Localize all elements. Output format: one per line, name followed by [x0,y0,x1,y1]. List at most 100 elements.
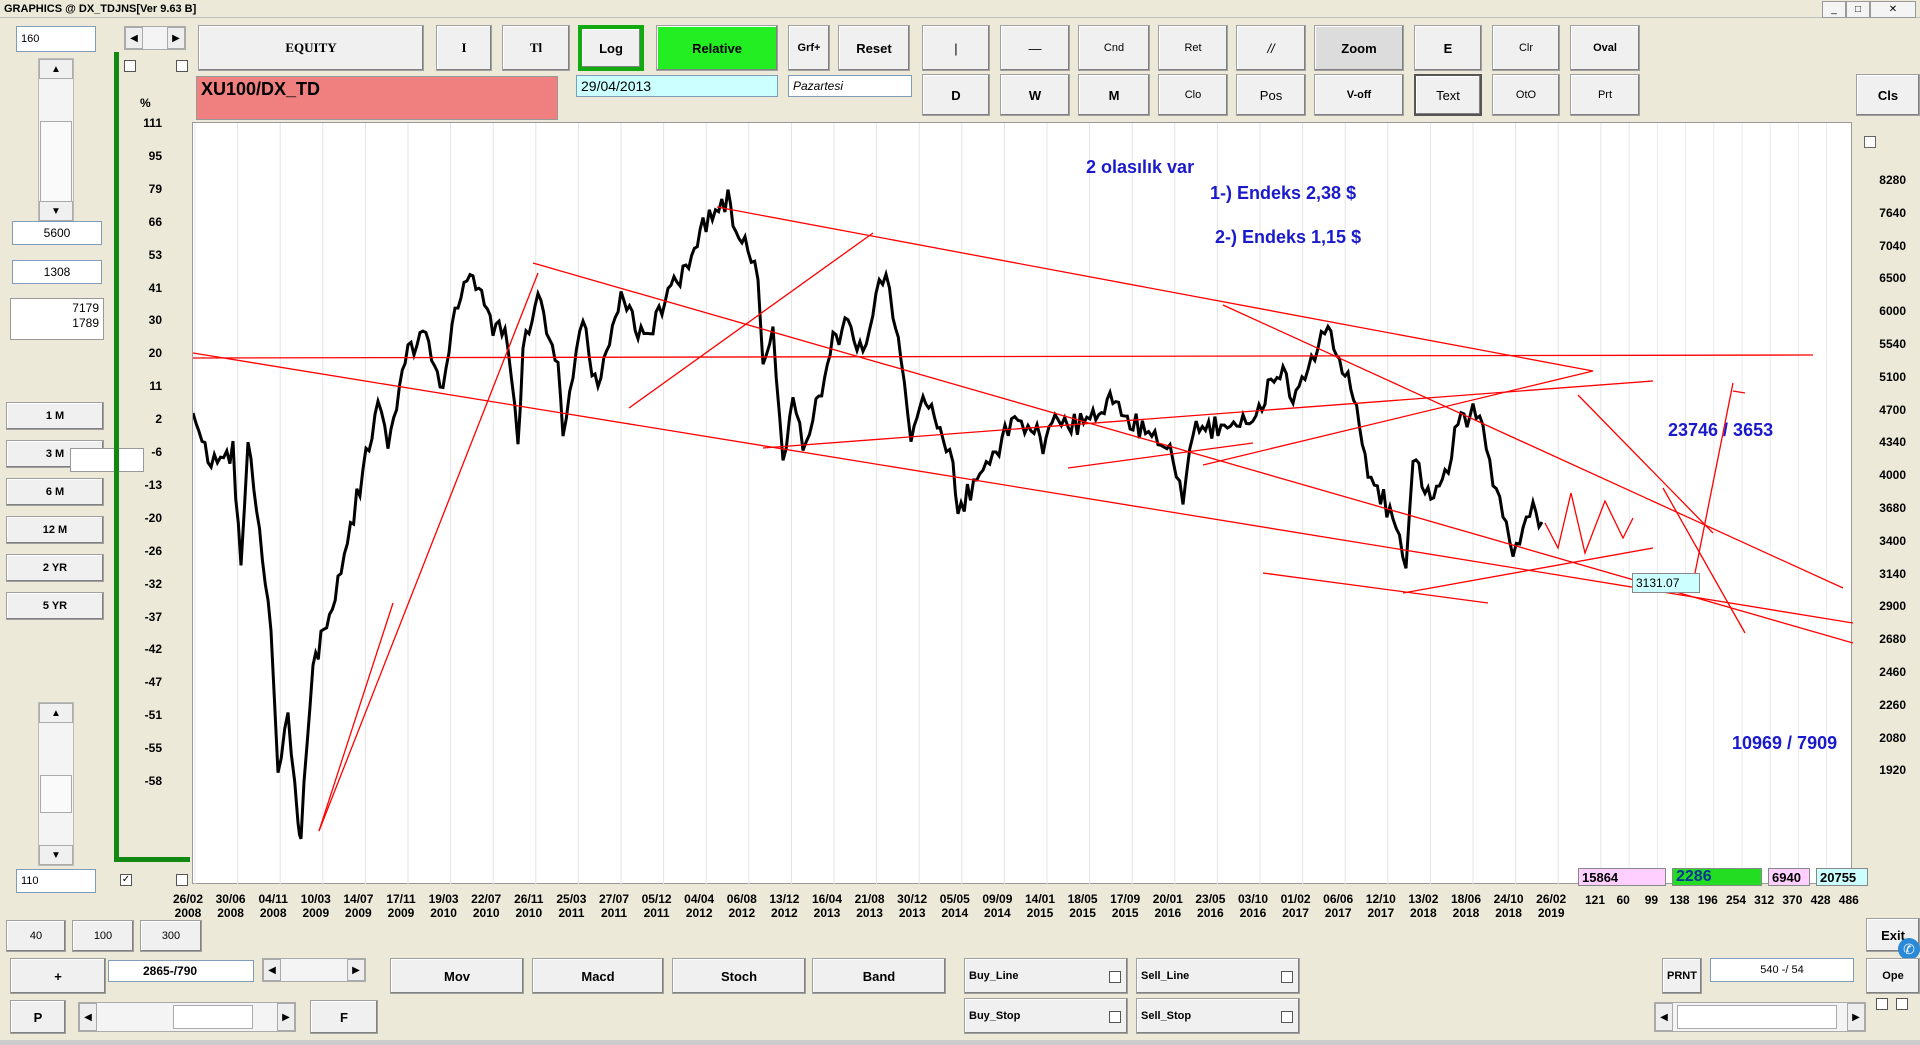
text-button[interactable]: Text [1414,74,1482,116]
reset-button[interactable]: Reset [838,25,910,71]
prnt-button[interactable]: PRNT [1662,958,1702,994]
chart-corner-checkbox[interactable] [1864,136,1876,148]
band-button[interactable]: Band [812,958,946,994]
right-horizontal-scrollbar[interactable]: ◀ ▶ [1654,1002,1866,1032]
scroll-down-icon[interactable]: ▼ [39,845,73,865]
trend-line[interactable] [1692,382,1734,584]
buy-stop-checkbox[interactable] [1109,1011,1121,1023]
parallel-line-button[interactable]: // [1236,25,1306,71]
macd-button[interactable]: Macd [532,958,664,994]
trend-line[interactable] [716,206,1594,372]
sell-line-button[interactable]: Sell_Line [1136,958,1300,994]
top-small-scrollbar[interactable]: ◀ ▶ [124,26,186,50]
clo-button[interactable]: Clo [1158,74,1228,116]
trend-line[interactable] [1577,394,1714,534]
sell-stop-checkbox[interactable] [1281,1011,1293,1023]
date-field[interactable]: 29/04/2013 [576,75,778,97]
weekly-button[interactable]: W [1000,74,1070,116]
trend-line[interactable] [1732,390,1746,394]
scroll-down-icon[interactable]: ▼ [39,201,73,221]
trend-line[interactable] [1402,547,1654,594]
scroll-left-icon[interactable]: ◀ [125,27,143,49]
trend-line[interactable] [318,272,539,832]
v-off-button[interactable]: V-off [1314,74,1404,116]
ope-button[interactable]: Ope [1866,958,1920,994]
scroll-up-icon[interactable]: ▲ [39,59,73,79]
e-button[interactable]: E [1414,25,1482,71]
maximize-button[interactable]: □ [1846,1,1870,18]
relative-button[interactable]: Relative [656,25,778,71]
trend-line[interactable] [1662,487,1746,634]
cnd-button[interactable]: Cnd [1078,25,1150,71]
buy-line-button[interactable]: Buy_Line [964,958,1128,994]
checkbox-bottom-left[interactable]: ✓ [120,874,132,886]
prt-button[interactable]: Prt [1570,74,1640,116]
trend-line[interactable] [1222,304,1844,589]
mov-button[interactable]: Mov [390,958,524,994]
scroll-right-icon[interactable]: ▶ [347,959,365,981]
zoom-100-button[interactable]: 100 [72,920,134,952]
scroll-thumb[interactable] [40,775,72,813]
period-2yr-button[interactable]: 2 YR [6,554,104,582]
scroll-right-icon[interactable]: ▶ [277,1003,295,1031]
trend-line[interactable] [1067,442,1254,469]
plus-button[interactable]: + [10,958,106,994]
accessibility-icon[interactable]: ✆ [1898,938,1920,960]
zoom-button[interactable]: Zoom [1314,25,1404,71]
left-horizontal-scrollbar[interactable]: ◀ ▶ [78,1002,296,1032]
period-1m-button[interactable]: 1 M [6,402,104,430]
scroll-thumb[interactable] [40,121,72,215]
oto-button[interactable]: OtO [1492,74,1560,116]
scroll-left-icon[interactable]: ◀ [263,959,281,981]
zoom-300-button[interactable]: 300 [140,920,202,952]
cls-button[interactable]: Cls [1856,74,1920,116]
scroll-left-icon[interactable]: ◀ [1655,1003,1673,1031]
stoch-button[interactable]: Stoch [672,958,806,994]
grf-button[interactable]: Grf+ [788,25,830,71]
minimize-button[interactable]: _ [1822,1,1846,18]
checkbox-bottom-right-1[interactable] [1876,998,1888,1010]
vertical-line-button[interactable]: | [922,25,990,71]
sell-line-checkbox[interactable] [1281,971,1293,983]
checkbox-top-left[interactable] [124,60,136,72]
i-button[interactable]: I [436,25,492,71]
pos-button[interactable]: Pos [1236,74,1306,116]
tl-button[interactable]: Tl [502,25,570,71]
zoom-40-button[interactable]: 40 [6,920,66,952]
scroll-left-icon[interactable]: ◀ [79,1003,97,1031]
ret-button[interactable]: Ret [1158,25,1228,71]
p-button[interactable]: P [10,1000,66,1034]
clr-button[interactable]: Clr [1492,25,1560,71]
period-12m-button[interactable]: 12 M [6,516,104,544]
close-button[interactable]: ✕ [1870,1,1916,18]
horizontal-line-button[interactable]: — [1000,25,1070,71]
buy-stop-button[interactable]: Buy_Stop [964,998,1128,1034]
trend-line[interactable] [628,232,874,409]
lower-vertical-scrollbar[interactable]: ▲ ▼ [38,702,74,866]
f-button[interactable]: F [310,1000,378,1034]
scroll-up-icon[interactable]: ▲ [39,703,73,723]
period-5yr-button[interactable]: 5 YR [6,592,104,620]
trend-line[interactable] [1202,370,1594,466]
upper-vertical-scrollbar[interactable]: ▲ ▼ [38,58,74,222]
equity-button[interactable]: EQUITY [198,25,424,71]
log-button[interactable]: Log [578,25,644,71]
period-6m-button[interactable]: 6 M [6,478,104,506]
top-value-input[interactable]: 160 [16,26,96,52]
trend-line[interactable] [1262,572,1489,604]
sell-stop-button[interactable]: Sell_Stop [1136,998,1300,1034]
scroll-right-icon[interactable]: ▶ [167,27,185,49]
checkbox-top-right[interactable] [176,60,188,72]
bottom-value-input[interactable]: 110 [16,869,96,893]
monthly-button[interactable]: M [1078,74,1150,116]
checkbox-bottom-right[interactable] [176,874,188,886]
oval-button[interactable]: Oval [1570,25,1640,71]
trend-line[interactable] [193,354,1814,359]
scroll-right-icon[interactable]: ▶ [1847,1003,1865,1031]
checkbox-bottom-right-2[interactable] [1896,998,1908,1010]
daily-button[interactable]: D [922,74,990,116]
trend-line[interactable] [318,602,394,832]
scroll-thumb[interactable] [1677,1005,1837,1029]
scroll-thumb[interactable] [173,1005,253,1029]
trend-line[interactable] [762,380,1654,449]
